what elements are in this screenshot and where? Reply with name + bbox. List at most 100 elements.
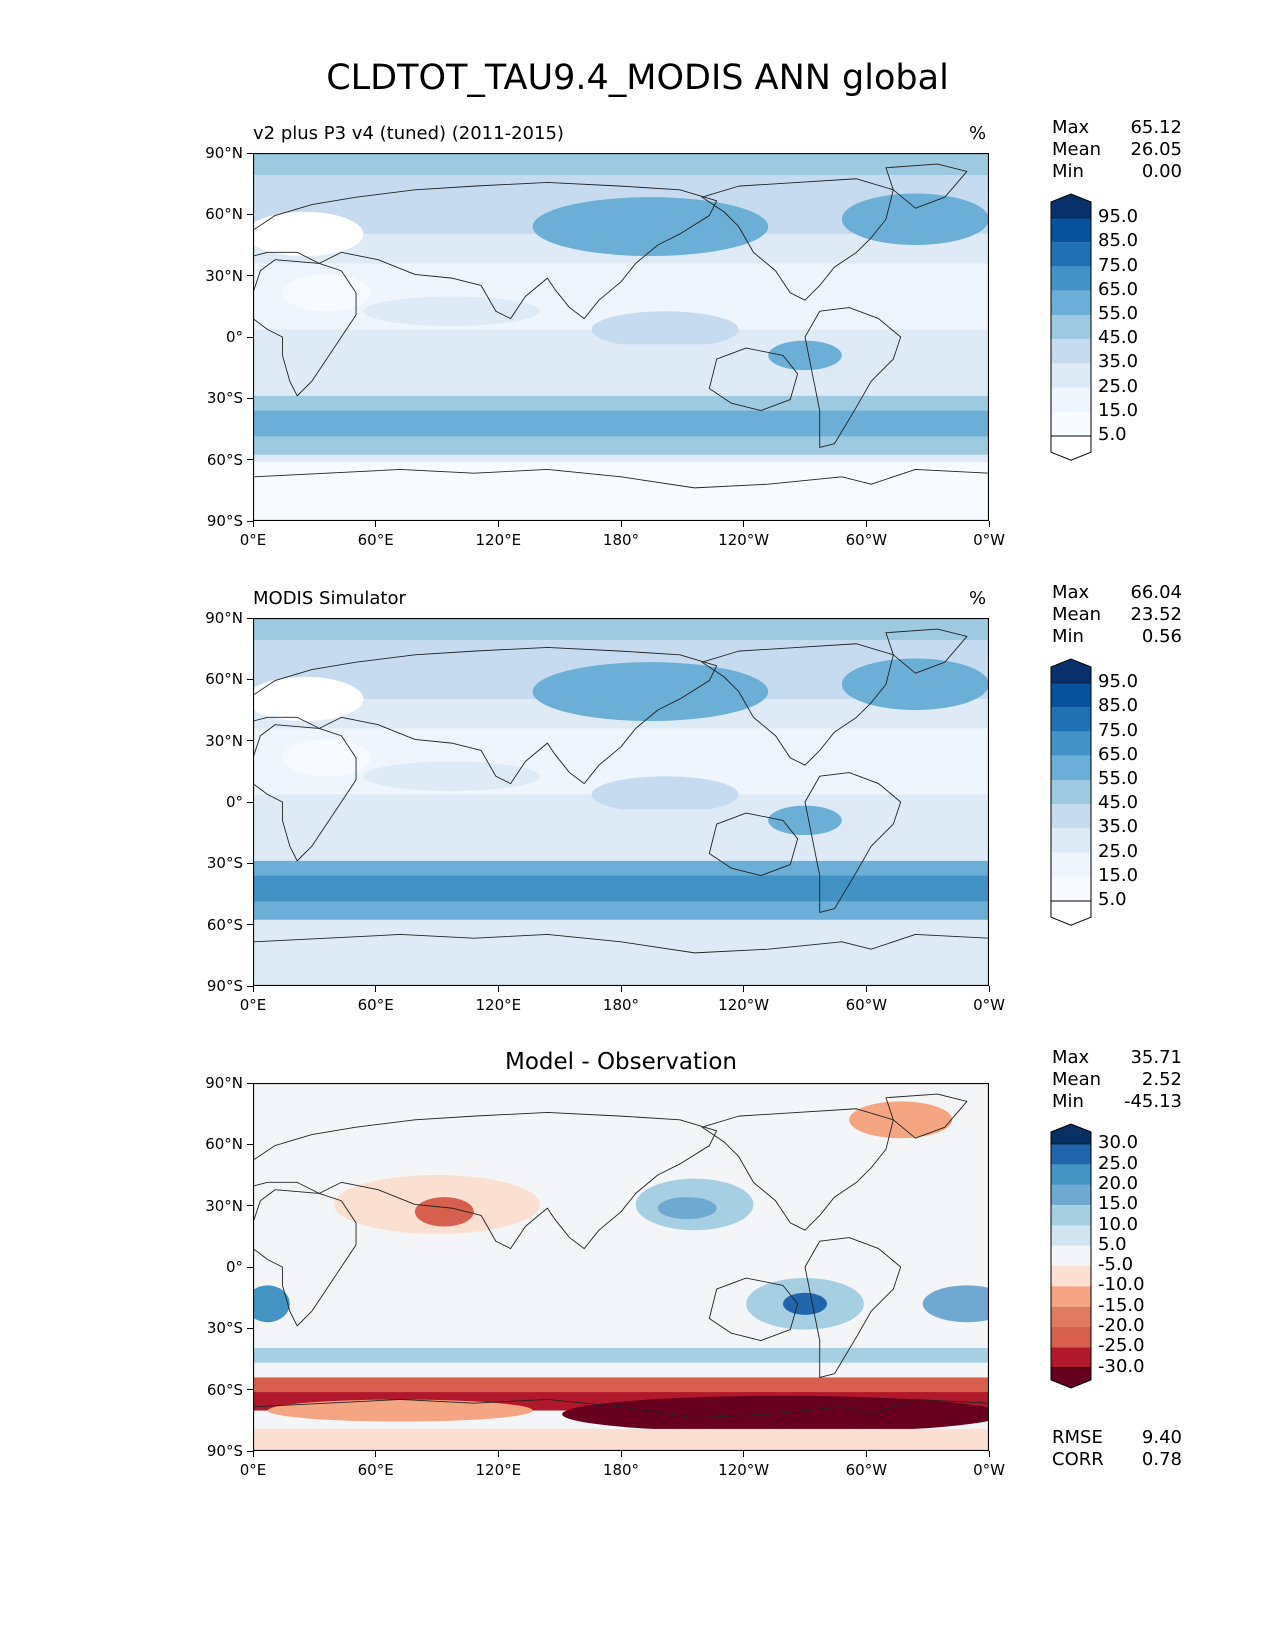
lat-tick-label: 30°N [205, 1196, 243, 1215]
field-stratocumulus [768, 805, 842, 836]
lat-tick-label: 30°N [205, 731, 243, 750]
lon-tick-label: 60°W [845, 996, 888, 1014]
lat-tick-label: 30°S [206, 389, 243, 408]
coastline [253, 181, 718, 320]
metric-value: 9.40 [1141, 1427, 1182, 1448]
stat-label: Min [1052, 626, 1084, 647]
stat-label: Min [1052, 161, 1084, 182]
coastline [253, 469, 989, 521]
colorbar-bin [1051, 1245, 1091, 1267]
lon-tick-line [620, 521, 622, 527]
colorbar-cap-bottom [1050, 900, 1092, 926]
lat-tick-line [247, 1143, 253, 1145]
colorbar-bin [1051, 290, 1091, 315]
lat-tick-label: 30°S [206, 1319, 243, 1338]
lat-tick-label: 90°N [205, 1074, 243, 1092]
lat-tick-line [247, 924, 253, 926]
colorbar-label: 65.0 [1098, 278, 1139, 300]
lon-tick-line [497, 521, 499, 527]
stat-label: Max [1052, 117, 1090, 138]
colorbar-bin [1051, 266, 1091, 291]
lat-tick-label: 60°N [205, 670, 243, 689]
colorbar-bin [1051, 1164, 1091, 1185]
colorbar-label: 65.0 [1098, 743, 1139, 765]
stat-value: 65.12 [1130, 117, 1182, 138]
lat-tick-line [247, 1327, 253, 1329]
lat-tick-label: 30°N [205, 266, 243, 285]
colorbar-label: 15.0 [1098, 1193, 1139, 1215]
lon-tick-label: 120°E [475, 1461, 522, 1479]
map-frame [253, 618, 989, 986]
lon-tick-label: 0°E [239, 996, 267, 1014]
lon-tick-label: 60°W [845, 1461, 888, 1479]
coastline [708, 347, 799, 412]
field-stratocumulus [768, 340, 842, 371]
lon-tick-label: 0°E [239, 531, 267, 549]
lon-tick-label: 120°W [718, 531, 770, 549]
colorbar-bin [1051, 1306, 1091, 1327]
colorbar-bin [1051, 731, 1091, 756]
field-pacific-blue-core [657, 1197, 717, 1220]
lat-tick-line [247, 275, 253, 277]
field-band-antarctica [253, 462, 989, 521]
metric-value: 0.78 [1141, 1449, 1182, 1470]
lat-tick-label: 30°S [206, 854, 243, 873]
lon-tick-label: 60°E [357, 996, 394, 1014]
field-north-pacific [532, 197, 769, 257]
stat-label: Mean [1052, 139, 1102, 160]
lat-tick-line [247, 617, 253, 619]
colorbar-label: -25.0 [1098, 1335, 1145, 1357]
lon-tick-line [375, 521, 377, 527]
field-band-arctic [253, 618, 989, 641]
colorbar-bin [1051, 780, 1091, 805]
lat-tick-label: 60°N [205, 1135, 243, 1154]
stat-value: 0.00 [1141, 161, 1182, 182]
lon-tick-line [988, 1451, 990, 1457]
field-band-south-subtropics [253, 344, 989, 382]
panel-center-title: Model - Observation [504, 1049, 738, 1075]
lat-tick-line [247, 152, 253, 154]
lat-tick-line [247, 520, 253, 522]
map-field [253, 1083, 989, 1451]
colorbar-label: 95.0 [1098, 671, 1139, 693]
lon-tick-line [620, 986, 622, 992]
stat-value: 2.52 [1141, 1069, 1182, 1090]
colorbar-label: 25.0 [1098, 840, 1139, 862]
lat-tick-line [247, 397, 253, 399]
lon-tick-label: 180° [602, 1461, 640, 1479]
field-greenland [849, 1101, 953, 1139]
coastline [885, 628, 968, 674]
stat-mean: Mean 26.05 [1052, 139, 1182, 161]
coastline [885, 163, 968, 209]
colorbar-bin [1051, 1184, 1091, 1206]
colorbar-label: 85.0 [1098, 230, 1139, 252]
lon-tick-line [988, 521, 990, 527]
metric-rmse: RMSE 9.40 [1052, 1427, 1182, 1449]
coastline [804, 1237, 902, 1378]
colorbar-label: -20.0 [1098, 1315, 1145, 1336]
coastline [253, 1189, 357, 1327]
colorbar-label: -10.0 [1098, 1274, 1145, 1296]
lon-tick-line [743, 986, 745, 992]
lat-tick-label: 60°S [206, 450, 243, 469]
lon-tick-line [497, 1451, 499, 1457]
lon-tick-line [743, 521, 745, 527]
colorbar-label: 35.0 [1098, 351, 1139, 373]
colorbar-bin [1051, 242, 1091, 267]
colorbar-test [1050, 193, 1092, 461]
colorbar-label: 15.0 [1098, 864, 1139, 886]
field-africa-clear [282, 274, 371, 312]
field-north-pacific [532, 662, 769, 722]
metric-label: CORR [1052, 1449, 1104, 1470]
lon-tick-label: 0°E [239, 1461, 267, 1479]
lon-tick-line [865, 521, 867, 527]
lon-tick-line [252, 1451, 254, 1457]
figure-title: CLDTOT_TAU9.4_MODIS ANN global [326, 58, 949, 98]
colorbar-bin [1051, 1266, 1091, 1287]
stat-min: Min 0.56 [1052, 626, 1182, 648]
colorbar-label: -5.0 [1098, 1254, 1134, 1276]
stat-label: Max [1052, 582, 1090, 603]
lon-tick-label: 0°W [973, 531, 1005, 549]
stat-label: Mean [1052, 604, 1102, 625]
